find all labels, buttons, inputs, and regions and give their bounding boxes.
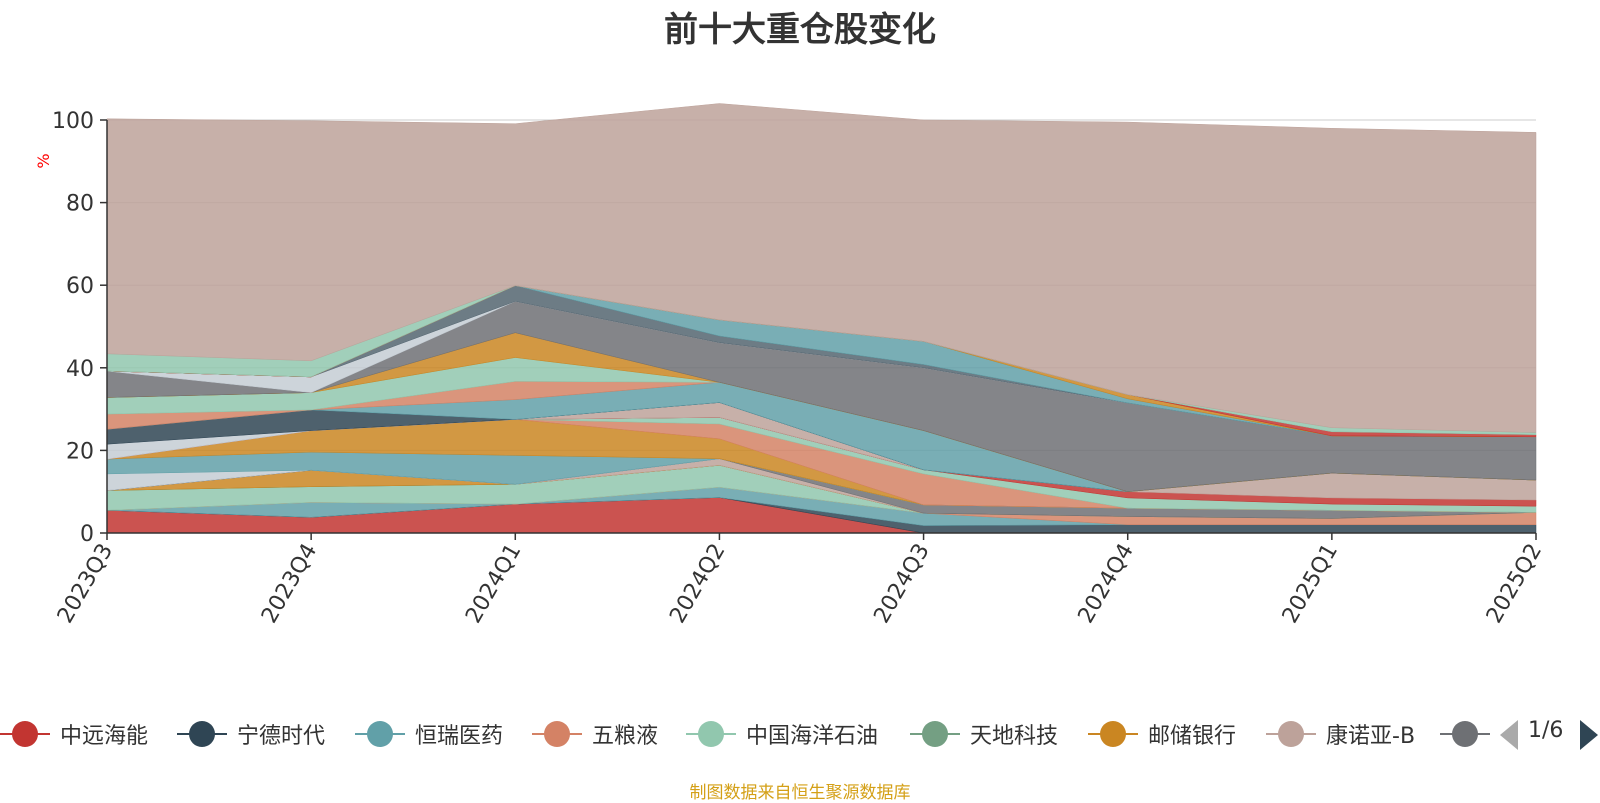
legend-page-indicator: 1/6 xyxy=(1528,718,1564,743)
legend-item[interactable] xyxy=(1440,712,1500,756)
legend-symbol-icon xyxy=(1088,720,1138,748)
x-tick-label: 2025Q2 xyxy=(1482,540,1547,628)
y-tick-label: 40 xyxy=(66,357,94,382)
legend-label: 宁德时代 xyxy=(237,724,326,749)
legend-label: 中远海能 xyxy=(60,724,149,749)
legend-symbol-icon xyxy=(686,720,736,748)
legend-item[interactable]: 中国海洋石油 xyxy=(686,712,878,756)
legend-label: 天地科技 xyxy=(970,724,1059,749)
x-tick-label: 2025Q1 xyxy=(1278,540,1343,628)
x-tick-label: 2024Q3 xyxy=(869,540,934,628)
legend-item[interactable]: 宁德时代 xyxy=(177,712,325,756)
legend-item[interactable]: 天地科技 xyxy=(910,712,1058,756)
x-tick-label: 2024Q2 xyxy=(665,540,730,628)
x-tick-label: 2024Q4 xyxy=(1074,540,1139,628)
chart-title: 前十大重仓股变化 xyxy=(664,10,936,50)
y-axis-label: % xyxy=(34,153,53,168)
legend-item[interactable]: 五粮液 xyxy=(532,712,658,756)
legend-label: 中国海洋石油 xyxy=(746,724,879,749)
legend-item[interactable]: 中远海能 xyxy=(0,712,148,756)
legend: 中远海能 宁德时代 恒瑞医药 五粮液 中国海洋石油 天地科技 邮储银行 康诺亚-B xyxy=(0,712,1600,756)
legend-symbol-icon xyxy=(0,720,50,748)
legend-symbol-icon xyxy=(910,720,960,748)
y-tick-label: 0 xyxy=(80,522,94,547)
x-tick-label: 2023Q3 xyxy=(53,540,118,628)
x-tick-label: 2023Q4 xyxy=(257,540,322,628)
y-tick-label: 20 xyxy=(66,439,94,464)
legend-item[interactable]: 邮储银行 xyxy=(1088,712,1236,756)
y-tick-label: 100 xyxy=(52,109,94,134)
x-tick-label: 2024Q1 xyxy=(461,540,526,628)
legend-symbol-icon xyxy=(355,720,405,748)
legend-label: 五粮液 xyxy=(592,724,659,749)
legend-symbol-icon xyxy=(177,720,227,748)
area-series-group xyxy=(106,103,1537,534)
legend-symbol-icon xyxy=(1440,720,1490,748)
legend-label: 康诺亚-B xyxy=(1326,724,1416,749)
area-series xyxy=(106,103,1537,433)
source-note: 制图数据来自恒生聚源数据库 xyxy=(689,783,911,803)
legend-item[interactable]: 康诺亚-B xyxy=(1266,712,1415,756)
legend-symbol-icon xyxy=(1266,720,1316,748)
legend-prev-page-icon[interactable] xyxy=(1500,720,1518,750)
legend-next-page-icon[interactable] xyxy=(1580,720,1598,750)
legend-label: 邮储银行 xyxy=(1148,724,1237,749)
legend-label: 恒瑞医药 xyxy=(415,724,504,749)
legend-item[interactable]: 恒瑞医药 xyxy=(355,712,503,756)
y-tick-label: 60 xyxy=(66,274,94,299)
legend-symbol-icon xyxy=(532,720,582,748)
y-tick-label: 80 xyxy=(66,192,94,217)
